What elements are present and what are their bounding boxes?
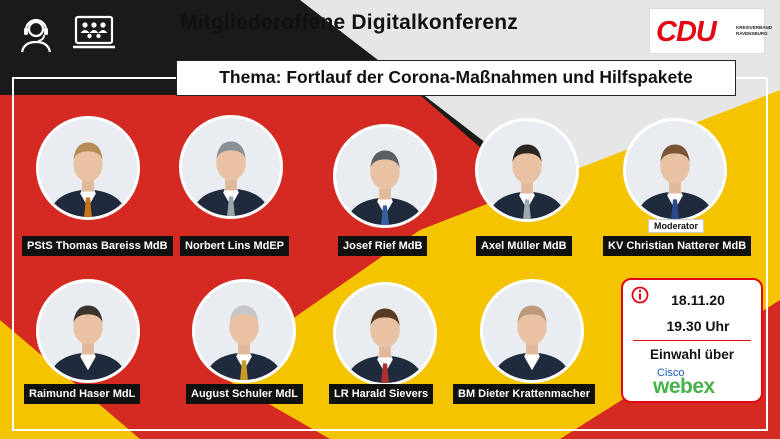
speaker-portrait [623, 118, 727, 222]
logo-mark: CDU [656, 16, 717, 48]
dial-in-label: Einwahl über [649, 347, 734, 362]
speaker-name: Norbert Lins MdEP [180, 236, 290, 256]
speaker-portrait [333, 124, 437, 228]
speaker-name: BM Dieter Krattenmacher [453, 384, 596, 404]
headset-user-icon [20, 18, 52, 53]
event-time: 19.30 Uhr [666, 318, 730, 334]
divider [633, 340, 751, 341]
speaker-name: KV Christian Natterer MdB [603, 236, 752, 256]
topic-banner: Thema: Fortlauf der Corona-Maßnahmen und… [176, 60, 736, 96]
page-title: Mitgliederoffene Digitalkonferenz [180, 11, 518, 34]
webex-logo: webex [653, 375, 715, 398]
speaker-name: August Schuler MdL [186, 384, 303, 404]
speaker-portrait [480, 279, 584, 383]
speaker-portrait [475, 118, 579, 222]
speaker-name: Raimund Haser MdL [24, 384, 141, 404]
video-conference-icon [73, 15, 115, 49]
event-date: 18.11.20 [671, 292, 725, 308]
header-icons [14, 14, 116, 54]
cdu-logo: CDU KREISVERBAND RAVENSBURG [649, 8, 772, 54]
speaker-name: LR Harald Sievers [329, 384, 434, 404]
speaker-name: Josef Rief MdB [338, 236, 428, 256]
moderator-tag: Moderator [648, 219, 705, 233]
speaker-name: Axel Müller MdB [476, 236, 572, 256]
speaker-portrait [36, 279, 140, 383]
speaker-portrait [192, 279, 296, 383]
event-info-card: 18.11.20 19.30 Uhr Einwahl über Cisco we… [621, 278, 763, 403]
cisco-label: Cisco [657, 367, 685, 379]
speaker-name: PStS Thomas Bareiss MdB [22, 236, 173, 256]
speaker-portrait [333, 282, 437, 386]
info-icon [631, 286, 649, 304]
speaker-portrait [36, 116, 140, 220]
logo-subtitle: KREISVERBAND RAVENSBURG [736, 25, 773, 36]
speaker-portrait [179, 115, 283, 219]
